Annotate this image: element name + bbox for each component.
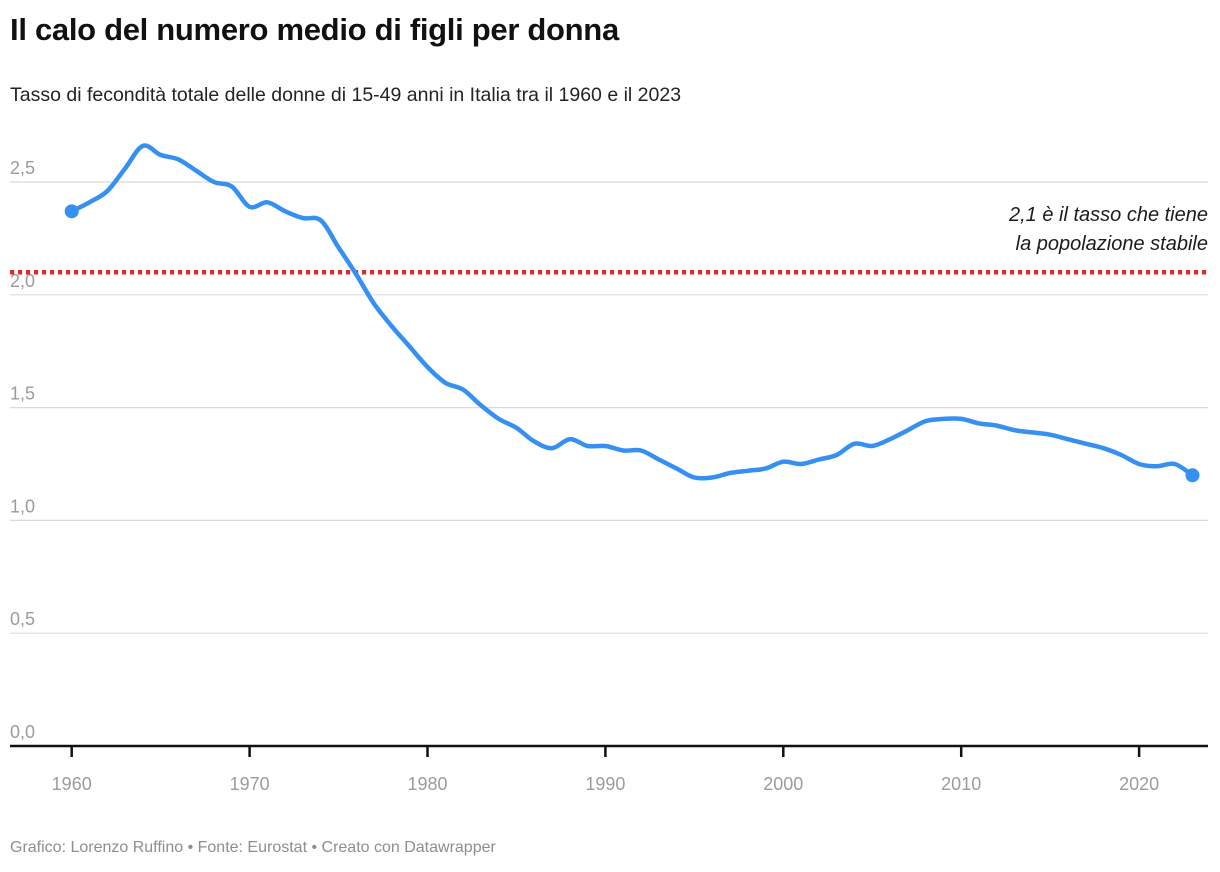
chart-title: Il calo del numero medio di figli per do… <box>10 12 619 47</box>
y-tick-label: 2,0 <box>10 271 35 291</box>
chart-footer: Grafico: Lorenzo Ruffino • Fonte: Eurost… <box>10 839 496 856</box>
x-tick-label: 2000 <box>763 774 803 794</box>
y-tick-label: 1,5 <box>10 384 35 404</box>
fertility-line <box>69 143 1195 481</box>
line-end-dot <box>1185 468 1200 483</box>
y-tick-label: 2,5 <box>10 158 35 178</box>
y-tick-label: 0,0 <box>10 722 35 742</box>
line-start-dot <box>64 204 79 219</box>
y-tick-label: 1,0 <box>10 496 35 516</box>
reference-annotation-line1: 2,1 è il tasso che tiene <box>1008 204 1208 226</box>
y-tick-label: 0,5 <box>10 609 35 629</box>
x-tick-label: 1990 <box>585 774 625 794</box>
x-tick-label: 2010 <box>941 774 981 794</box>
x-axis: 1960 1970 1980 1990 2000 2010 2020 <box>10 744 1208 794</box>
x-tick-label: 1980 <box>407 774 447 794</box>
x-tick-label: 2020 <box>1119 774 1159 794</box>
chart-subtitle: Tasso di fecondità totale delle donne di… <box>10 84 682 106</box>
reference-annotation-line2: la popolazione stabile <box>1016 233 1208 255</box>
x-tick-label: 1970 <box>230 774 270 794</box>
y-axis-labels: 0,0 0,5 1,0 1,5 2,0 2,5 <box>10 158 35 742</box>
x-tick-label: 1960 <box>52 774 92 794</box>
